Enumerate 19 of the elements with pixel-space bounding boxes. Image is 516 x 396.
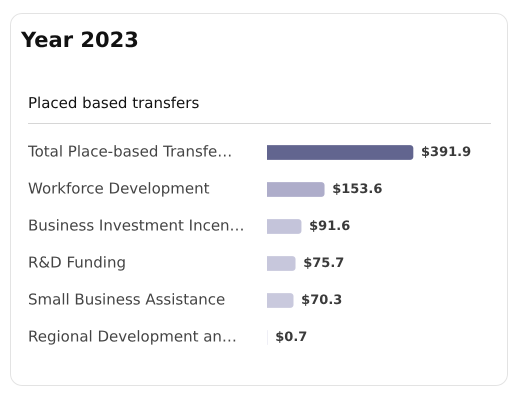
y-tick-label: R&D Funding <box>28 253 126 272</box>
bar <box>267 182 325 197</box>
y-tick-label: Workforce Development <box>28 179 210 198</box>
data-label: $391.9 <box>420 144 472 160</box>
data-label: $0.7 <box>275 330 308 345</box>
data-label: $91.6 <box>309 218 350 234</box>
bar <box>267 219 302 234</box>
data-label: $75.7 <box>303 256 344 271</box>
bar <box>267 256 296 271</box>
data-label: $70.3 <box>301 292 342 308</box>
text: Year 2023 <box>21 28 139 52</box>
bar <box>267 145 414 160</box>
y-tick-label: Regional Development an… <box>28 327 237 346</box>
text: Placed based transfers <box>28 94 200 112</box>
data-label: $153.6 <box>332 182 382 197</box>
y-tick-label: Small Business Assistance <box>28 290 226 308</box>
bar <box>267 293 294 308</box>
y-tick-label: Total Place-based Transfe… <box>27 142 232 160</box>
y-tick-label: Business Investment Incen… <box>28 216 245 234</box>
